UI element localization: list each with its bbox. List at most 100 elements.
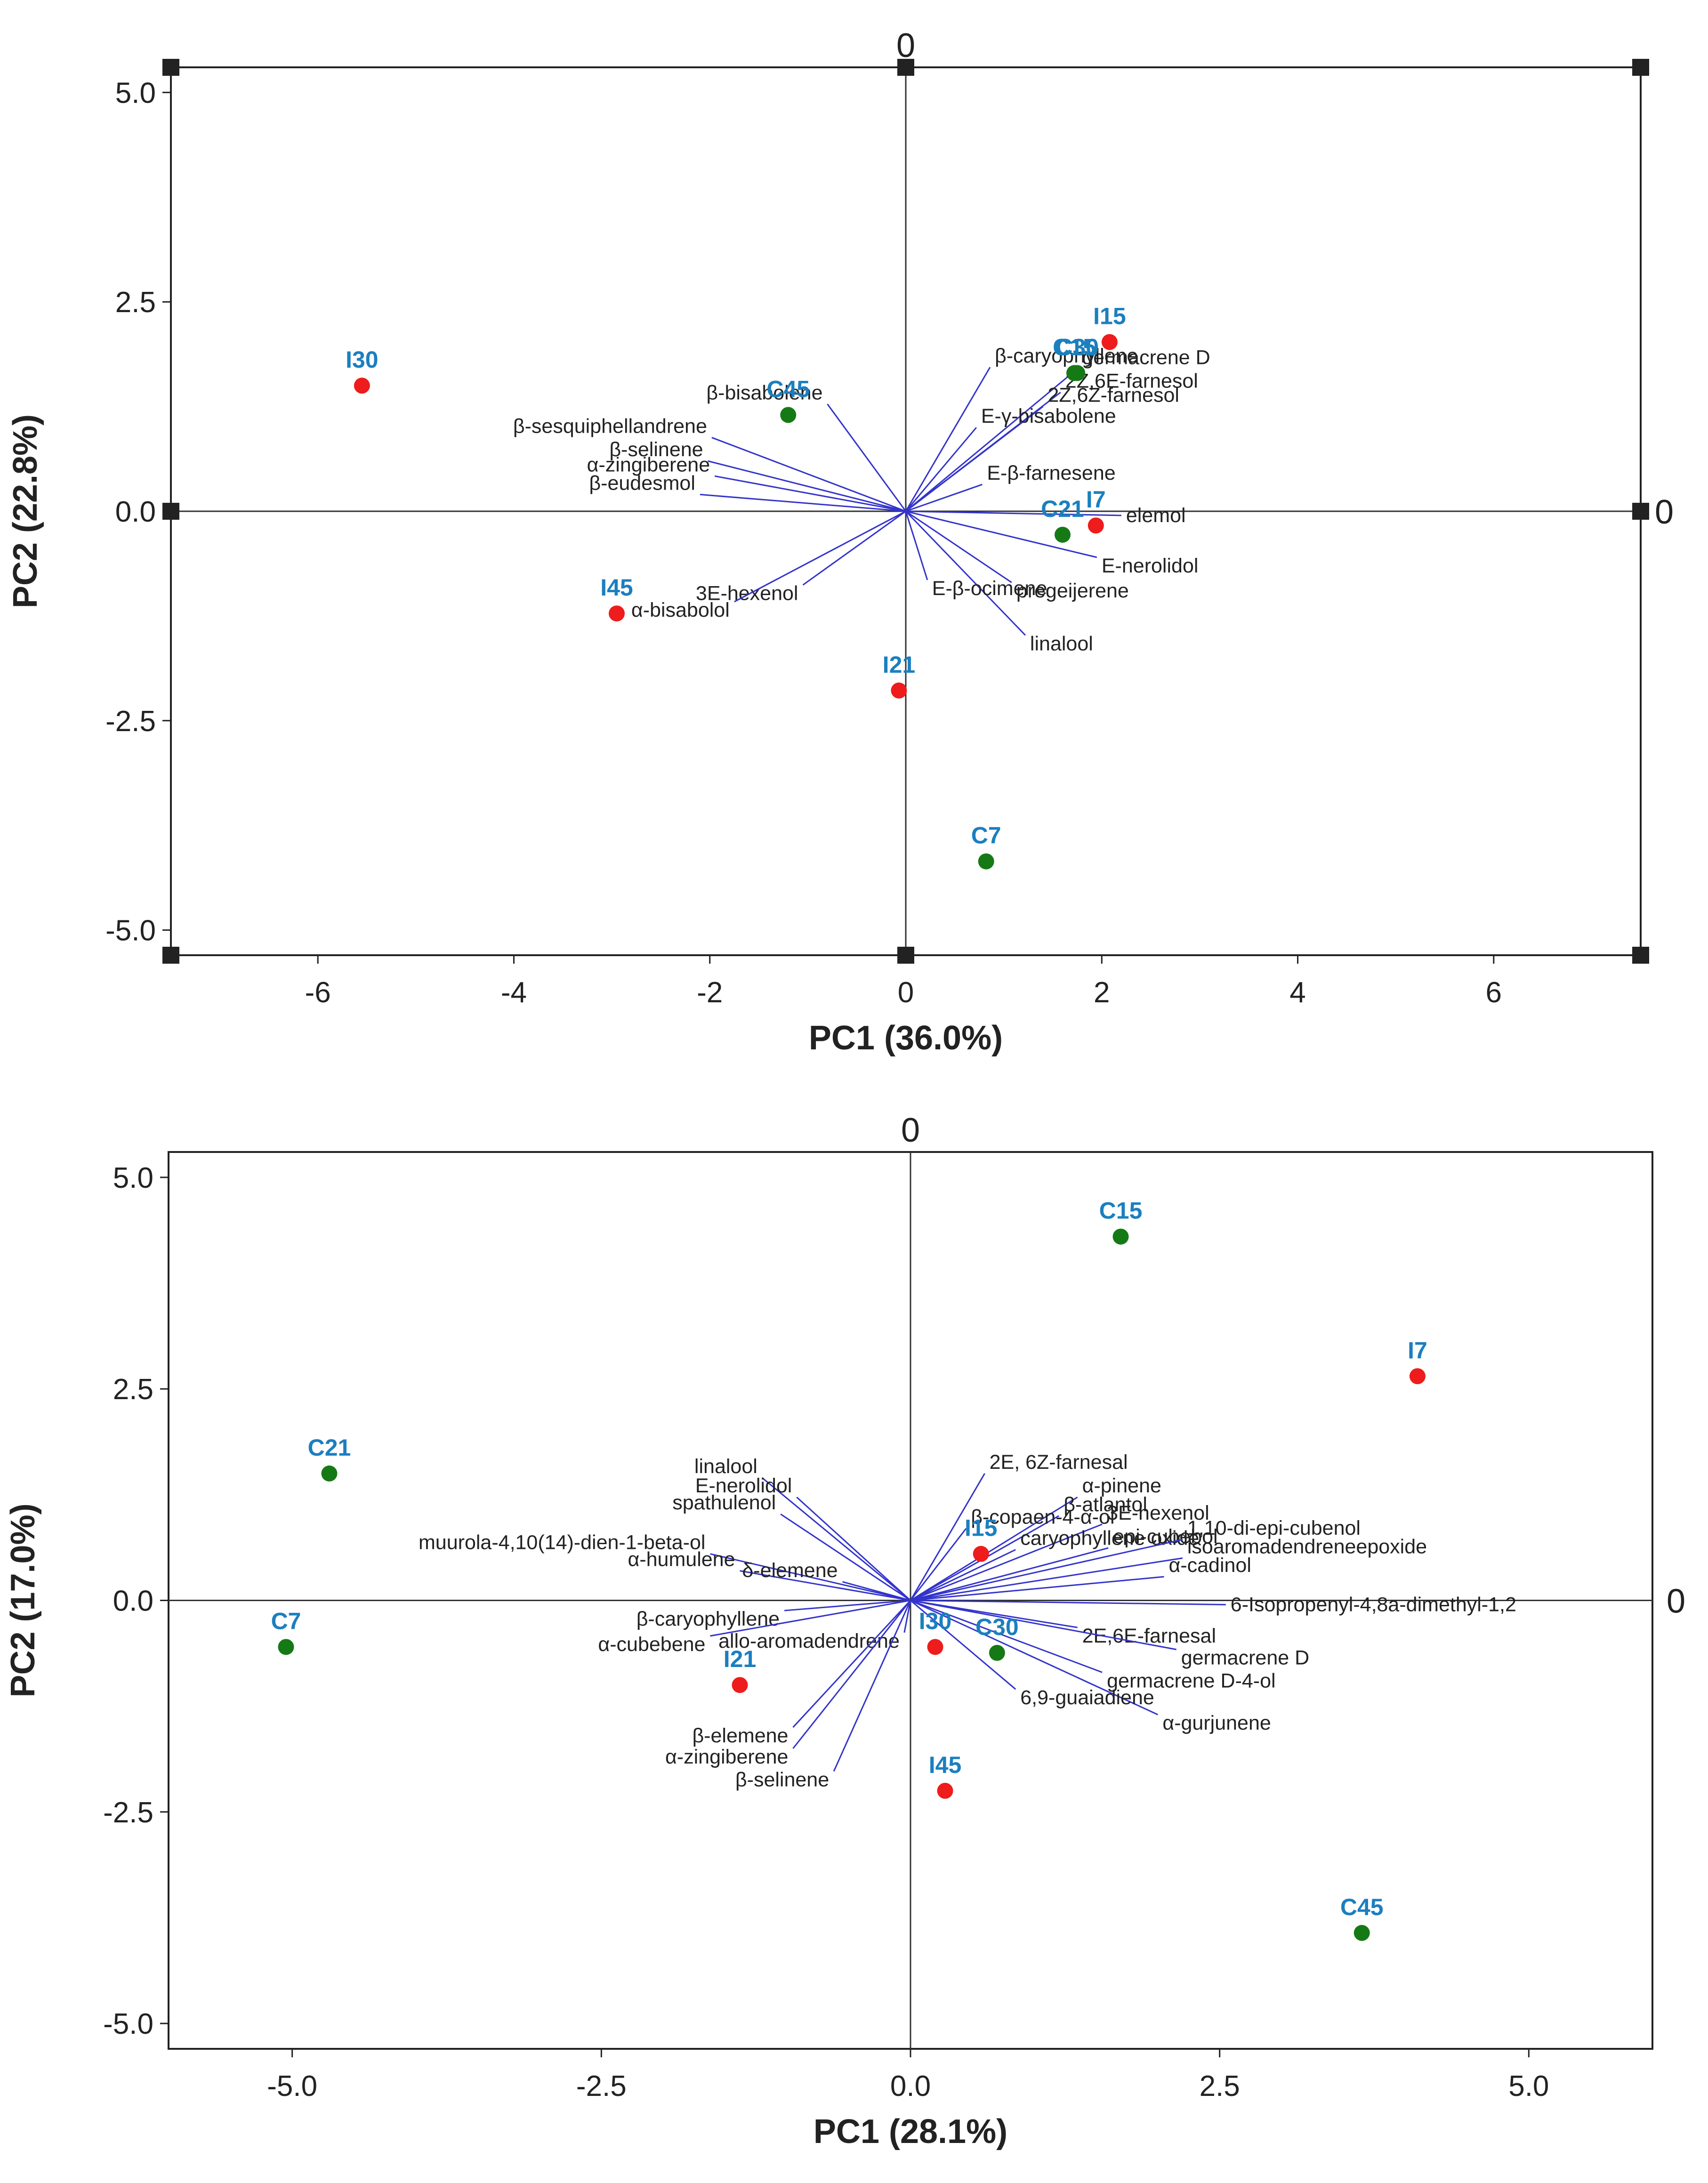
loading-vector-linalool	[905, 510, 1026, 636]
point-label-i45: I45	[600, 574, 633, 601]
loading-vector-pinene	[910, 1496, 1078, 1601]
y-tick-label: -2.5	[105, 705, 156, 738]
vector-label-spathulenol: spathulenol	[672, 1491, 776, 1514]
x-tick-label: 0	[898, 976, 914, 1009]
loading-vector-cadinol	[910, 1576, 1164, 1601]
score-point-i7	[1088, 517, 1104, 534]
loading-vector-1-10-di-epi-cubenol	[910, 1539, 1183, 1601]
vector-label-e-nerolidol: E-nerolidol	[695, 1474, 792, 1497]
loading-vector-eudesmol	[700, 493, 906, 512]
vector-label-germacrene-d: germacrene D	[1082, 346, 1210, 369]
point-label-c15: C15	[1099, 1198, 1143, 1224]
loading-vector-caryophyllene	[905, 367, 991, 512]
vector-label-isoaromadendreneepoxide: isoaromadendreneepoxide	[1187, 1536, 1427, 1558]
vector-label-linalool: linalool	[694, 1455, 757, 1478]
point-label-i15: I15	[1093, 303, 1126, 330]
loading-vector-zingiberene	[792, 1600, 911, 1749]
vector-label-caryophyllene-oxide: caryophyllene oxide	[1020, 1527, 1199, 1550]
point-label-c15: C15	[1053, 334, 1096, 360]
loading-vector-humulene	[740, 1570, 911, 1601]
y-tick-label: 5.0	[113, 1162, 153, 1194]
vector-label-2z-6z-farnesol: 2Z,6Z-farnesol	[1047, 384, 1179, 407]
point-label-c7: C7	[971, 822, 1001, 849]
vector-label-elemene: β-elemene	[692, 1724, 788, 1747]
loading-vector-selinene	[708, 460, 906, 512]
vector-label-caryophyllene: β-caryophyllene	[636, 1608, 780, 1630]
loading-vector-2z-6z-farnesol	[905, 406, 1044, 512]
vector-label-atlantol: β-atlantol	[1063, 1493, 1147, 1516]
point-label-i45: I45	[929, 1752, 962, 1778]
loading-vector-e-bisabolene	[905, 427, 977, 512]
score-point-i7	[1409, 1368, 1426, 1385]
point-label-c30: C30	[975, 1614, 1019, 1640]
vector-label-zingiberene: α-zingiberene	[665, 1746, 789, 1768]
vector-label-3e-hexenol: 3E-hexenol	[696, 582, 798, 605]
x-axis-title: PC1 (28.1%)	[814, 2113, 1007, 2151]
vector-label-cadinol: α-cadinol	[1168, 1554, 1251, 1577]
y-tick-label: 0.0	[113, 1585, 153, 1618]
loading-vector-caryophyllene	[784, 1600, 911, 1611]
biplot-panel-2: -5.0 -2.5 0.0 2.5 5.0 5.0 2.5 0.0 -2.5 -5.0 2E, …	[4, 1112, 1685, 2151]
x-tick-label: -2.5	[576, 2070, 627, 2102]
vector-label-germacrene-d: germacrene D	[1181, 1647, 1309, 1669]
x-axis-ticks: -5.0 -2.5 0.0 2.5 5.0	[267, 2049, 1549, 2102]
x-tick-label: -6	[305, 976, 331, 1009]
vector-label-3e-hexenol: 3E-hexenol	[1107, 1502, 1209, 1524]
score-point-i30	[354, 378, 370, 394]
score-point-c21	[1055, 526, 1071, 543]
score-point-i21	[732, 1677, 748, 1693]
score-point-c45	[780, 407, 797, 423]
y-tick-label: 2.5	[113, 1373, 153, 1406]
point-label-c21: C21	[308, 1434, 351, 1461]
vector-label-copaen-4-ol: β-copaen-4-α-ol	[971, 1506, 1114, 1529]
vector-label-elemene: δ-elemene	[742, 1559, 838, 1582]
loading-vector-e-nerolidol	[905, 510, 1097, 558]
score-point-i15	[973, 1546, 989, 1562]
corner-marker	[897, 59, 914, 76]
vector-label-e-nerolidol: E-nerolidol	[1102, 555, 1199, 577]
vector-label-allo-aromadendrene: allo-aromadendrene	[718, 1630, 900, 1652]
corner-marker	[162, 947, 179, 964]
vector-label-sesquiphellandrene: β-sesquiphellandrene	[513, 415, 707, 437]
score-point-i21	[891, 682, 907, 699]
loading-vector-2e-6z-farnesal	[910, 1473, 985, 1601]
point-label-i7: I7	[1086, 486, 1106, 513]
vector-label-selinene: β-selinene	[609, 438, 703, 461]
vector-label-e-ocimene: E-β-ocimene	[932, 577, 1047, 600]
vector-label-2z-6e-farnesol: 2Z,6E-farnesol	[1065, 370, 1198, 392]
vector-label-elemol: elemol	[1126, 504, 1186, 527]
point-label-c21: C21	[1041, 496, 1084, 522]
loading-vector-elemene	[842, 1581, 911, 1601]
zero-label-top: 0	[896, 27, 915, 64]
vector-label-zingiberene: α-zingiberene	[587, 453, 710, 476]
loading-vector-3e-hexenol	[910, 1523, 1103, 1601]
vector-label-muurola-4-10-14-dien-1-beta-ol: muurola-4,10(14)-dien-1-beta-ol	[419, 1531, 705, 1554]
zero-label-right: 0	[1667, 1583, 1685, 1620]
score-point-c45	[1354, 1925, 1370, 1941]
corner-marker	[1632, 503, 1649, 520]
score-points: C15 I7 C21 C7 I15 I30 C30 I21 I45 C45	[271, 1198, 1427, 1941]
vector-label-6-isopropenyl-4-8a-dimethyl-1-2: 6-Isopropenyl-4,8a-dimethyl-1,2	[1231, 1593, 1516, 1616]
y-axis-title: PC2 (22.8%)	[7, 414, 44, 608]
point-label-c45: C45	[1340, 1894, 1384, 1920]
vector-label-humulene: α-humulene	[628, 1548, 735, 1571]
loading-vector-spathulenol	[780, 1513, 911, 1601]
vector-label-2e-6z-farnesal: 2E, 6Z-farnesal	[990, 1451, 1128, 1474]
point-label-i7: I7	[1408, 1337, 1427, 1363]
x-tick-label: 5.0	[1508, 2070, 1549, 2102]
vector-label-pregeijerene: pregeijerene	[1016, 580, 1129, 602]
y-tick-label: -5.0	[103, 2008, 153, 2040]
loading-vector-e-farnesene	[905, 483, 983, 512]
loading-vector-caryophyllene-oxide	[910, 1549, 1016, 1601]
y-axis-ticks: 5.0 2.5 0.0 -2.5 -5.0	[103, 1162, 169, 2040]
loading-vector-muurola-4-10-14-dien-1-beta-ol	[710, 1553, 911, 1601]
loading-vector-bisabolene	[827, 403, 907, 512]
loading-vectors: β-caryophylleneβ-bisaboleneβ-sesquiphell…	[513, 345, 1210, 655]
vector-label-bisabolene: β-bisabolene	[706, 381, 822, 404]
x-tick-label: -4	[501, 976, 527, 1009]
x-tick-label: 6	[1486, 976, 1502, 1009]
vector-label-e-farnesene: E-β-farnesene	[987, 462, 1115, 484]
x-tick-label: 2	[1094, 976, 1110, 1009]
score-point-i15	[1101, 334, 1118, 350]
